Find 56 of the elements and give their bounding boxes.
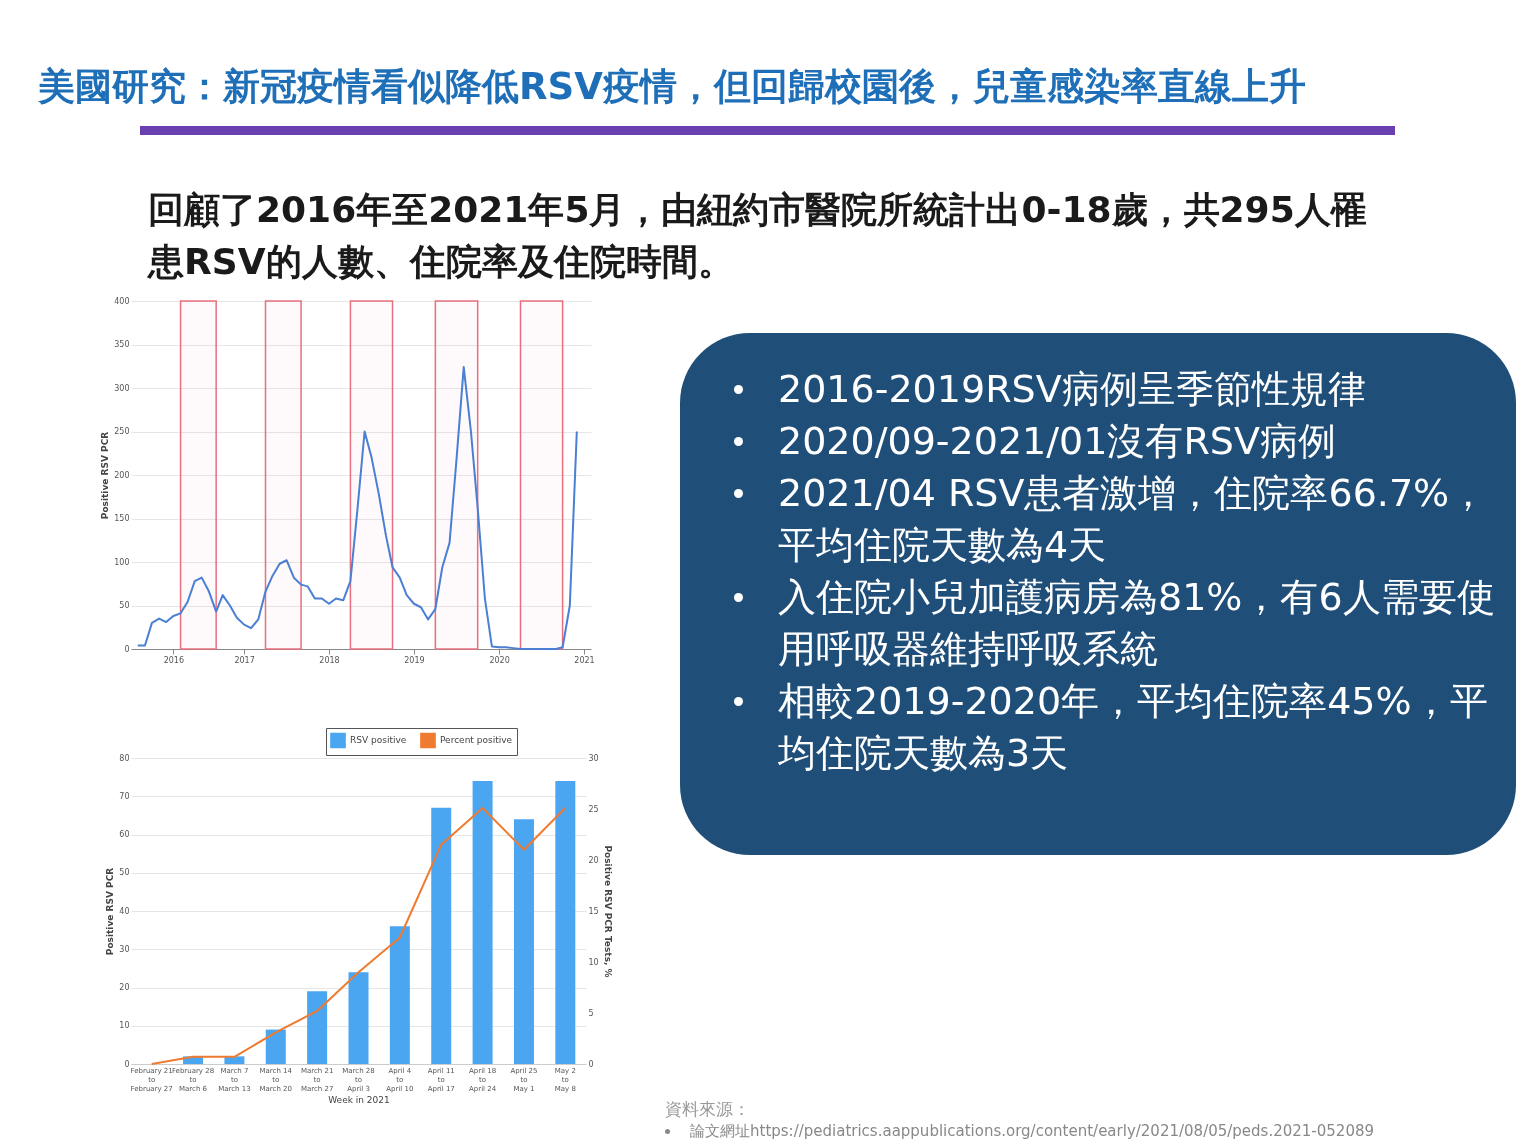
y-tick-label: 50 <box>119 601 130 610</box>
bar <box>431 807 452 1064</box>
bar <box>555 780 576 1064</box>
y-tick-label: 50 <box>119 868 130 878</box>
y2-tick-label: 30 <box>588 753 599 763</box>
legend-label: Percent positive <box>440 735 513 746</box>
y2-tick-label: 25 <box>588 804 599 814</box>
y-tick-label: 150 <box>114 514 130 523</box>
y-tick-label: 300 <box>114 383 130 393</box>
text: 2020/09-2021/01沒有RSV病例 <box>777 418 1337 465</box>
text: 美國研究：新冠疫情看似降低RSV疫情，但回歸校園後，兒童感染率直線上升 <box>38 64 1306 110</box>
y-tick-label: 100 <box>114 557 130 567</box>
y2-tick-label: 20 <box>588 855 599 865</box>
y-axis-title: Positive RSV PCR <box>100 431 111 520</box>
y-tick-label: 30 <box>119 944 130 954</box>
bar <box>472 780 493 1064</box>
bar <box>348 972 369 1064</box>
y-tick-label: 200 <box>114 470 130 480</box>
x-tick-label: 2020 <box>489 655 510 665</box>
line-series <box>150 806 567 1065</box>
y2-tick-label: 10 <box>588 957 599 967</box>
y-tick-label: 400 <box>114 296 130 306</box>
y-tick-label: 40 <box>119 906 130 916</box>
x-tick-label: 2016 <box>163 655 185 665</box>
bar <box>265 1029 286 1064</box>
bar <box>307 991 328 1064</box>
line-series <box>136 366 578 650</box>
y-tick-label: 60 <box>119 830 130 839</box>
text: 相較2019-2020年，平均住院率45%，平均住院天數為3天 <box>777 678 1489 777</box>
y-tick-label: 80 <box>119 753 130 763</box>
y2-tick-label: 5 <box>588 1008 594 1018</box>
y-tick-label: 20 <box>119 983 130 992</box>
text: 入住院小兒加護病房為81%，有6人需要使用呼吸器維持呼吸系統 <box>777 574 1496 673</box>
y-tick-label: 0 <box>124 1059 130 1069</box>
text: 2016-2019RSV病例呈季節性規律 <box>777 366 1367 413</box>
legend-label: RSV positive <box>350 735 407 746</box>
y2-axis-title: Positive RSV PCR Tests, % <box>602 845 613 978</box>
y2-tick-label: 15 <box>588 906 599 916</box>
y-tick-label: 70 <box>119 791 130 801</box>
x-axis-title: Week in 2021 <box>328 1094 390 1105</box>
x-tick-label: 2019 <box>404 655 425 665</box>
text: 2021/04 RSV患者激增，住院率66.7%，平均住院天數為4天 <box>777 470 1489 569</box>
y-tick-label: 10 <box>119 1021 130 1031</box>
text: 回顧了2016年至2021年5月，由紐約市醫院所統計出0-18歲，共295人罹患RSV的人數、住院率及住院時間。 <box>148 188 1368 284</box>
source-note: 資料來源： <box>665 1098 750 1121</box>
x-tick-label: 2021 <box>574 655 595 665</box>
bar <box>389 926 410 1064</box>
y-tick-label: 0 <box>124 644 130 654</box>
x-tick-label: 2018 <box>319 655 340 665</box>
y2-tick-label: 0 <box>588 1059 594 1069</box>
x-tick-label: 2017 <box>234 655 255 665</box>
y-tick-label: 350 <box>114 340 130 349</box>
text: 論文網址https://pediatrics.aappublications.org/content/early/2021/08/05/peds.2021-052089 <box>689 1122 1375 1141</box>
y-axis-title: Positive RSV PCR <box>105 867 116 956</box>
bar <box>513 819 534 1064</box>
y-tick-label: 250 <box>114 427 130 436</box>
